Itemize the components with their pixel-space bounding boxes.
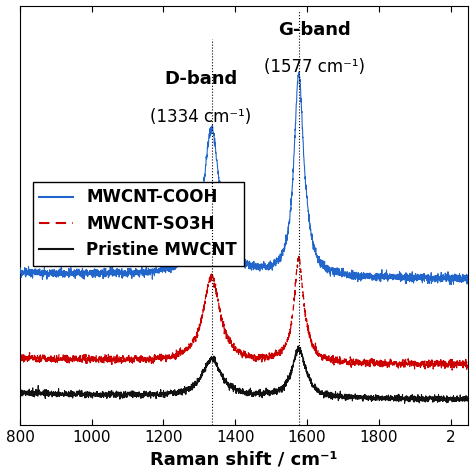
Text: (1577 cm⁻¹): (1577 cm⁻¹) [264, 58, 365, 76]
Text: (1334 cm⁻¹): (1334 cm⁻¹) [150, 108, 251, 126]
Legend: MWCNT-COOH, MWCNT-SO3H, Pristine MWCNT: MWCNT-COOH, MWCNT-SO3H, Pristine MWCNT [33, 182, 244, 266]
X-axis label: Raman shift / cm⁻¹: Raman shift / cm⁻¹ [150, 450, 338, 468]
Text: G-band: G-band [279, 21, 351, 39]
Text: D-band: D-band [164, 70, 237, 88]
